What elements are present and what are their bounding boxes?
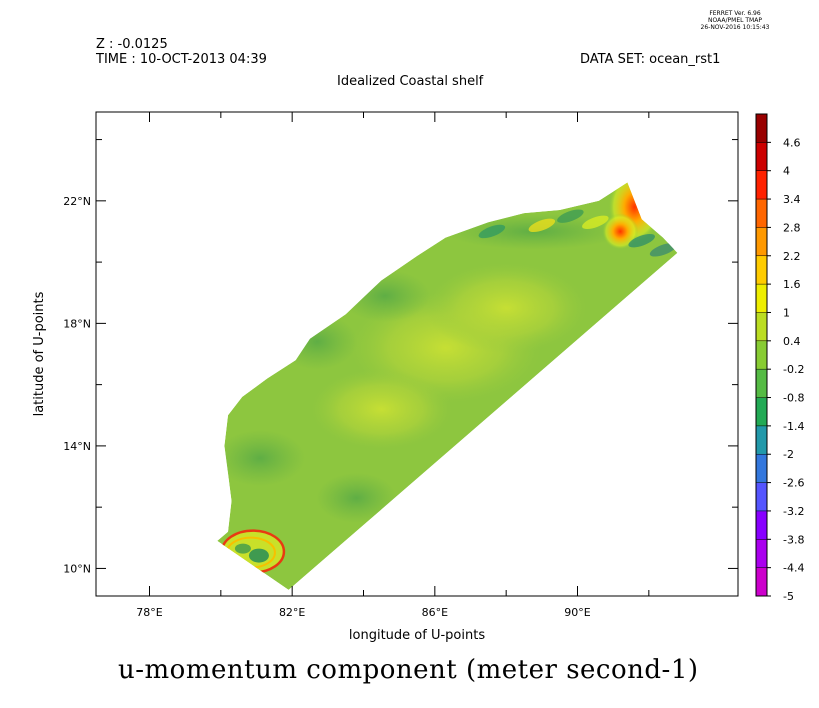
colorbar-label: -3.8	[783, 533, 804, 546]
southwest-eddy-core-secondary	[234, 543, 251, 554]
y-tick-label: 18°N	[63, 317, 91, 330]
colorbar-bin	[756, 227, 767, 257]
plot-title: Idealized Coastal shelf	[337, 74, 484, 89]
colorbar-bin	[756, 454, 767, 483]
ferret-version: FERRET Ver. 6.96	[709, 10, 761, 17]
ferret-stamp: FERRET Ver. 6.96 NOAA/PMEL TMAP 26-NOV-2…	[700, 10, 770, 31]
plot-frame	[95, 111, 739, 597]
colorbar-label: -0.8	[783, 392, 804, 405]
colorbar-frame	[755, 113, 768, 597]
y-tick-label: 22°N	[63, 195, 91, 208]
colorbar-label: 2.2	[783, 250, 801, 263]
colorbar-bin	[756, 510, 767, 540]
colorbar-bin	[756, 142, 767, 172]
coastal-streak	[649, 243, 677, 257]
southwest-eddy-core	[248, 548, 269, 563]
colorbar-label: -3.2	[783, 505, 804, 518]
colorbar-bin	[756, 482, 767, 512]
northeast-hot-spot-lower	[602, 213, 639, 250]
northern-light-zone	[426, 263, 587, 354]
time-label: TIME : 10-OCT-2013 04:39	[96, 52, 267, 67]
colorbar-label: 4	[783, 165, 790, 178]
colorbar-label: 4.6	[783, 136, 801, 149]
colorbar-bin	[756, 170, 767, 200]
coastal-dark-zone	[277, 313, 358, 370]
coastal-streak	[582, 215, 609, 229]
colorbar-bin	[756, 114, 767, 143]
colorbar-bin	[756, 539, 767, 568]
colorbar-bin	[756, 369, 767, 398]
colorbar-label: 3.4	[783, 193, 801, 206]
colorbar-label: 1.6	[783, 278, 801, 291]
ferret-date: 26-NOV-2016 10:15:43	[700, 24, 770, 31]
southern-dark-zone	[217, 430, 306, 487]
coastal-streak	[557, 209, 584, 223]
y-tick-label: 10°N	[63, 562, 91, 575]
colorbar-label: -5	[783, 590, 794, 603]
colorbar-label: -2	[783, 448, 794, 461]
z-level-label: Z : -0.0125	[96, 37, 168, 52]
x-tick-label: 90°E	[564, 606, 590, 619]
colorbar-title: u-momentum component (meter second-1)	[118, 655, 699, 685]
colorbar-label: 0.4	[783, 335, 801, 348]
south-mid-dark-zone	[316, 472, 397, 523]
ferret-org: NOAA/PMEL TMAP	[708, 17, 762, 24]
colorbar-bin	[756, 340, 767, 370]
mid-light-zone	[311, 369, 452, 450]
coastal-streak	[628, 233, 655, 248]
colorbar-bin	[756, 284, 767, 313]
x-tick-label: 82°E	[279, 606, 305, 619]
dataset-label: DATA SET: ocean_rst1	[580, 52, 721, 67]
colorbar-bin	[756, 397, 767, 427]
colorbar-bin	[756, 312, 767, 342]
y-axis-label: latitude of U-points	[32, 291, 47, 416]
x-tick-label: 86°E	[422, 606, 448, 619]
colorbar-label: -4.4	[783, 562, 804, 575]
y-tick-label: 14°N	[63, 440, 91, 453]
coastal-streak	[528, 218, 556, 233]
x-tick-label: 78°E	[136, 606, 162, 619]
colorbar-label: 2.8	[783, 221, 801, 234]
upper-coastal-dark-zone	[339, 269, 430, 322]
coastal-streak	[478, 224, 506, 239]
colorbar-bin	[756, 255, 767, 285]
colorbar-label: -0.2	[783, 363, 804, 376]
colorbar-label: -1.4	[783, 420, 804, 433]
colorbar-bin	[756, 199, 767, 228]
colorbar-bin	[756, 567, 767, 597]
colorbar-bin	[756, 425, 767, 455]
x-axis-label: longitude of U-points	[349, 628, 485, 643]
colorbar-label: -2.6	[783, 477, 804, 490]
colorbar-label: 1	[783, 306, 790, 319]
